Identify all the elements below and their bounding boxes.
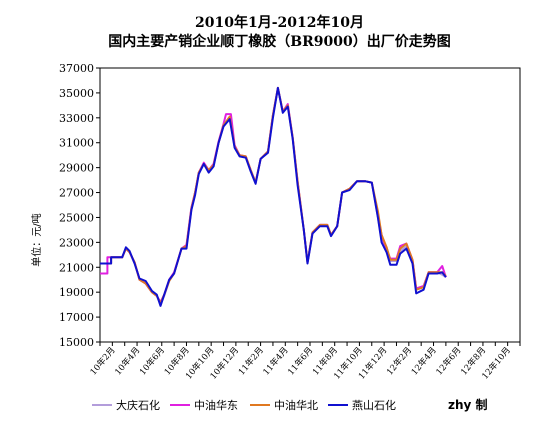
x-tick-label: 12年2月: [384, 345, 414, 378]
x-tick-label: 10年4月: [113, 345, 143, 378]
legend-label: 燕山石化: [352, 398, 396, 412]
x-tick-label: 11年2月: [236, 345, 266, 378]
x-tick-label: 11年6月: [286, 345, 316, 378]
x-tick-label: 11年4月: [261, 345, 291, 378]
series-line-3: [100, 86, 447, 307]
x-tick-label: 12年4月: [409, 345, 439, 378]
y-tick-label: 33000: [59, 112, 94, 125]
y-tick-label: 19000: [59, 286, 94, 299]
y-axis-label: 单位：元/吨: [30, 213, 43, 266]
y-tick-label: 17000: [59, 311, 94, 324]
y-tick-label: 21000: [59, 261, 94, 274]
chart-subtitle: 国内主要产销企业顺丁橡胶（BR9000）出厂价走势图: [108, 34, 451, 50]
y-tick-label: 29000: [59, 162, 94, 175]
y-tick-label: 35000: [59, 87, 94, 100]
y-tick-label: 15000: [59, 336, 94, 349]
legend-label: 中油华东: [194, 398, 238, 412]
legend: 大庆石化 中油华东 中油华北 燕山石化: [92, 398, 396, 412]
y-tick-label: 25000: [59, 211, 94, 224]
chart-title: 2010年1月-2012年10月: [195, 15, 364, 31]
x-tick-label: 10年2月: [88, 345, 118, 378]
chart-credit: zhy 制: [448, 397, 488, 412]
y-tick-label: 37000: [59, 62, 94, 75]
y-tick-label: 23000: [59, 236, 94, 249]
legend-label: 中油华北: [274, 398, 318, 412]
x-tick-label: 12年6月: [434, 345, 464, 378]
x-tick-label: 10年6月: [137, 345, 167, 378]
legend-label: 大庆石化: [116, 398, 160, 412]
y-tick-label: 31000: [59, 137, 94, 150]
y-tick-label: 27000: [59, 187, 94, 200]
